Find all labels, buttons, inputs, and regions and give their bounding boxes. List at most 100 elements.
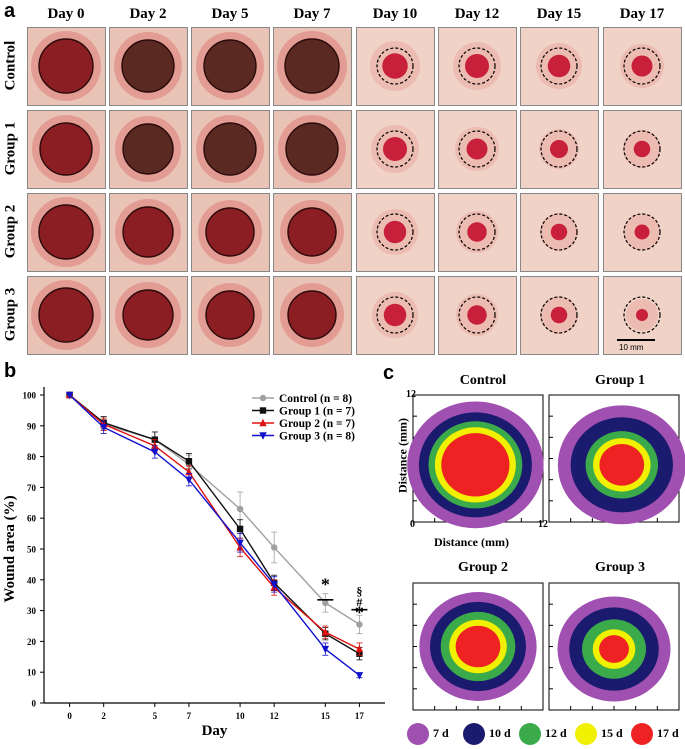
wound-photo-r1-c4 xyxy=(356,110,435,189)
day-header-3: Day 7 xyxy=(293,6,331,22)
y-tick-label-8: 80 xyxy=(27,452,37,462)
x-tick-label-1: 2 xyxy=(101,711,106,721)
day-header-0: Day 0 xyxy=(47,6,85,22)
series-line-2 xyxy=(69,394,360,650)
legend-dot-3 xyxy=(575,723,597,745)
x-tick-label-3: 7 xyxy=(187,711,192,721)
x-tick-label-5: 12 xyxy=(270,711,280,721)
point-s3-p7 xyxy=(355,672,364,680)
panel-a-letter: a xyxy=(4,0,16,22)
point-s2-p7 xyxy=(355,644,364,653)
wound-photo-r3-c1 xyxy=(109,276,188,355)
series-line-3 xyxy=(69,394,360,676)
contour-legend: 7 d 10 d 12 d 15 d 17 d xyxy=(407,722,682,746)
contour-group3-4 xyxy=(599,635,629,663)
point-s2-p6 xyxy=(321,627,330,636)
x-tick-label-2: 5 xyxy=(153,711,158,721)
row-label-3: Group 3 xyxy=(2,287,19,342)
day-header-1: Day 2 xyxy=(129,6,167,22)
contour-title-group3: Group 3 xyxy=(595,560,645,575)
panel-b-letter: b xyxy=(4,360,17,382)
point-s3-p0 xyxy=(65,391,74,400)
y-axis-label: Wound area (%) xyxy=(2,495,18,602)
wound-photo-r2-c5 xyxy=(438,193,517,272)
wound-photo-r0-c3 xyxy=(273,27,352,106)
scale-bar-label: 10 mm xyxy=(619,343,644,352)
legend-dot-1 xyxy=(463,723,485,745)
point-s3-p3 xyxy=(185,476,193,484)
legend-label-3: Group 3 (n = 8) xyxy=(279,431,355,443)
legend-marker-1 xyxy=(259,407,267,414)
legend-label-1: Group 1 (n = 7) xyxy=(279,406,355,418)
contour-group1-4 xyxy=(599,444,645,486)
contour-title-group1: Group 1 xyxy=(595,373,645,388)
sig-day17-section: § xyxy=(356,584,362,598)
contour-group2-4 xyxy=(455,625,501,668)
legend-dot-0 xyxy=(407,723,429,745)
wound-photo-r1-c1 xyxy=(109,110,188,189)
wound-photo-r2-c0 xyxy=(27,193,106,272)
y-tick-label-3: 30 xyxy=(27,606,37,616)
wound-photo-r3-c7 xyxy=(603,276,682,355)
x-tick-label-6: 15 xyxy=(321,711,331,721)
y-tick-label-0: 0 xyxy=(32,699,37,709)
point-s3-p2 xyxy=(151,448,159,457)
legend-label-1: 10 d xyxy=(489,726,511,740)
legend-label-4: 17 d xyxy=(657,726,679,740)
contour-maps xyxy=(407,394,685,711)
day-header-6: Day 15 xyxy=(536,6,582,22)
wound-photo-r1-c7 xyxy=(603,110,682,189)
y-tick-label-10: 100 xyxy=(23,391,37,401)
wound-photo-r0-c5 xyxy=(438,27,517,106)
day-header-2: Day 5 xyxy=(211,6,249,22)
wound-photo-r1-c5 xyxy=(438,110,517,189)
y-tick-label-2: 20 xyxy=(27,637,37,647)
contour-title-control: Control xyxy=(459,373,507,388)
day-header-5: Day 12 xyxy=(454,6,500,22)
x-tick-label-0: 0 xyxy=(67,711,72,721)
legend-label-3: 15 d xyxy=(601,726,623,740)
wound-photo-r0-c2 xyxy=(191,27,270,106)
wound-photo-r3-c2 xyxy=(191,276,270,355)
wound-photo-r0-c4 xyxy=(356,27,435,106)
x-axis-label: Day xyxy=(202,723,228,739)
contour-xlabel: Distance (mm) xyxy=(434,535,509,549)
point-s3-p1 xyxy=(99,424,108,432)
point-s3-p4 xyxy=(236,539,244,548)
wound-photo-r3-c4 xyxy=(356,276,435,355)
point-s3-p6 xyxy=(321,645,330,654)
wound-photo-r2-c6 xyxy=(520,193,599,272)
point-s0-p5 xyxy=(270,544,278,551)
wound-photo-r3-c3 xyxy=(273,276,352,355)
point-s3-p5 xyxy=(270,581,278,589)
legend-marker-2 xyxy=(259,418,267,427)
point-s0-p6 xyxy=(322,599,329,607)
day-header-7: Day 17 xyxy=(619,6,665,22)
wound-photo-r1-c3 xyxy=(273,110,352,189)
panel-c-letter: c xyxy=(383,362,395,384)
wound-photo-r0-c6 xyxy=(520,27,599,106)
x-tick-label-4: 10 xyxy=(236,711,246,721)
y-tick-label-5: 50 xyxy=(27,545,37,555)
scale-bar-line xyxy=(617,339,655,341)
point-s0-p4 xyxy=(236,505,244,513)
wound-photo-r1-c0 xyxy=(27,110,106,189)
y-tick-label-1: 10 xyxy=(27,668,37,678)
wound-photo-r2-c7 xyxy=(603,193,682,272)
legend-label-2: 12 d xyxy=(545,726,567,740)
legend-marker-3 xyxy=(259,432,267,440)
y-tick-label-9: 90 xyxy=(27,421,37,431)
line-chart: 0 10 20 30 40 50 60 70 80 90 100 0 2 5 7 10 12 15 17 Day Wou… xyxy=(2,387,385,739)
sig-day17-hash: # xyxy=(356,595,362,609)
point-s0-p7 xyxy=(356,621,363,628)
wound-photo-r2-c4 xyxy=(356,193,435,272)
contour-axis-xmax: 12 xyxy=(538,519,548,530)
legend-dot-2 xyxy=(519,723,541,745)
legend-label-0: Control (n = 8) xyxy=(279,393,352,405)
contour-axis-max: 12 xyxy=(406,389,416,400)
wound-photo-r3-c5 xyxy=(438,276,517,355)
wound-photo-r0-c1 xyxy=(109,27,188,106)
legend-label-0: 7 d xyxy=(433,726,449,740)
wound-photo-r2-c3 xyxy=(273,193,352,272)
y-tick-label-6: 60 xyxy=(27,514,37,524)
